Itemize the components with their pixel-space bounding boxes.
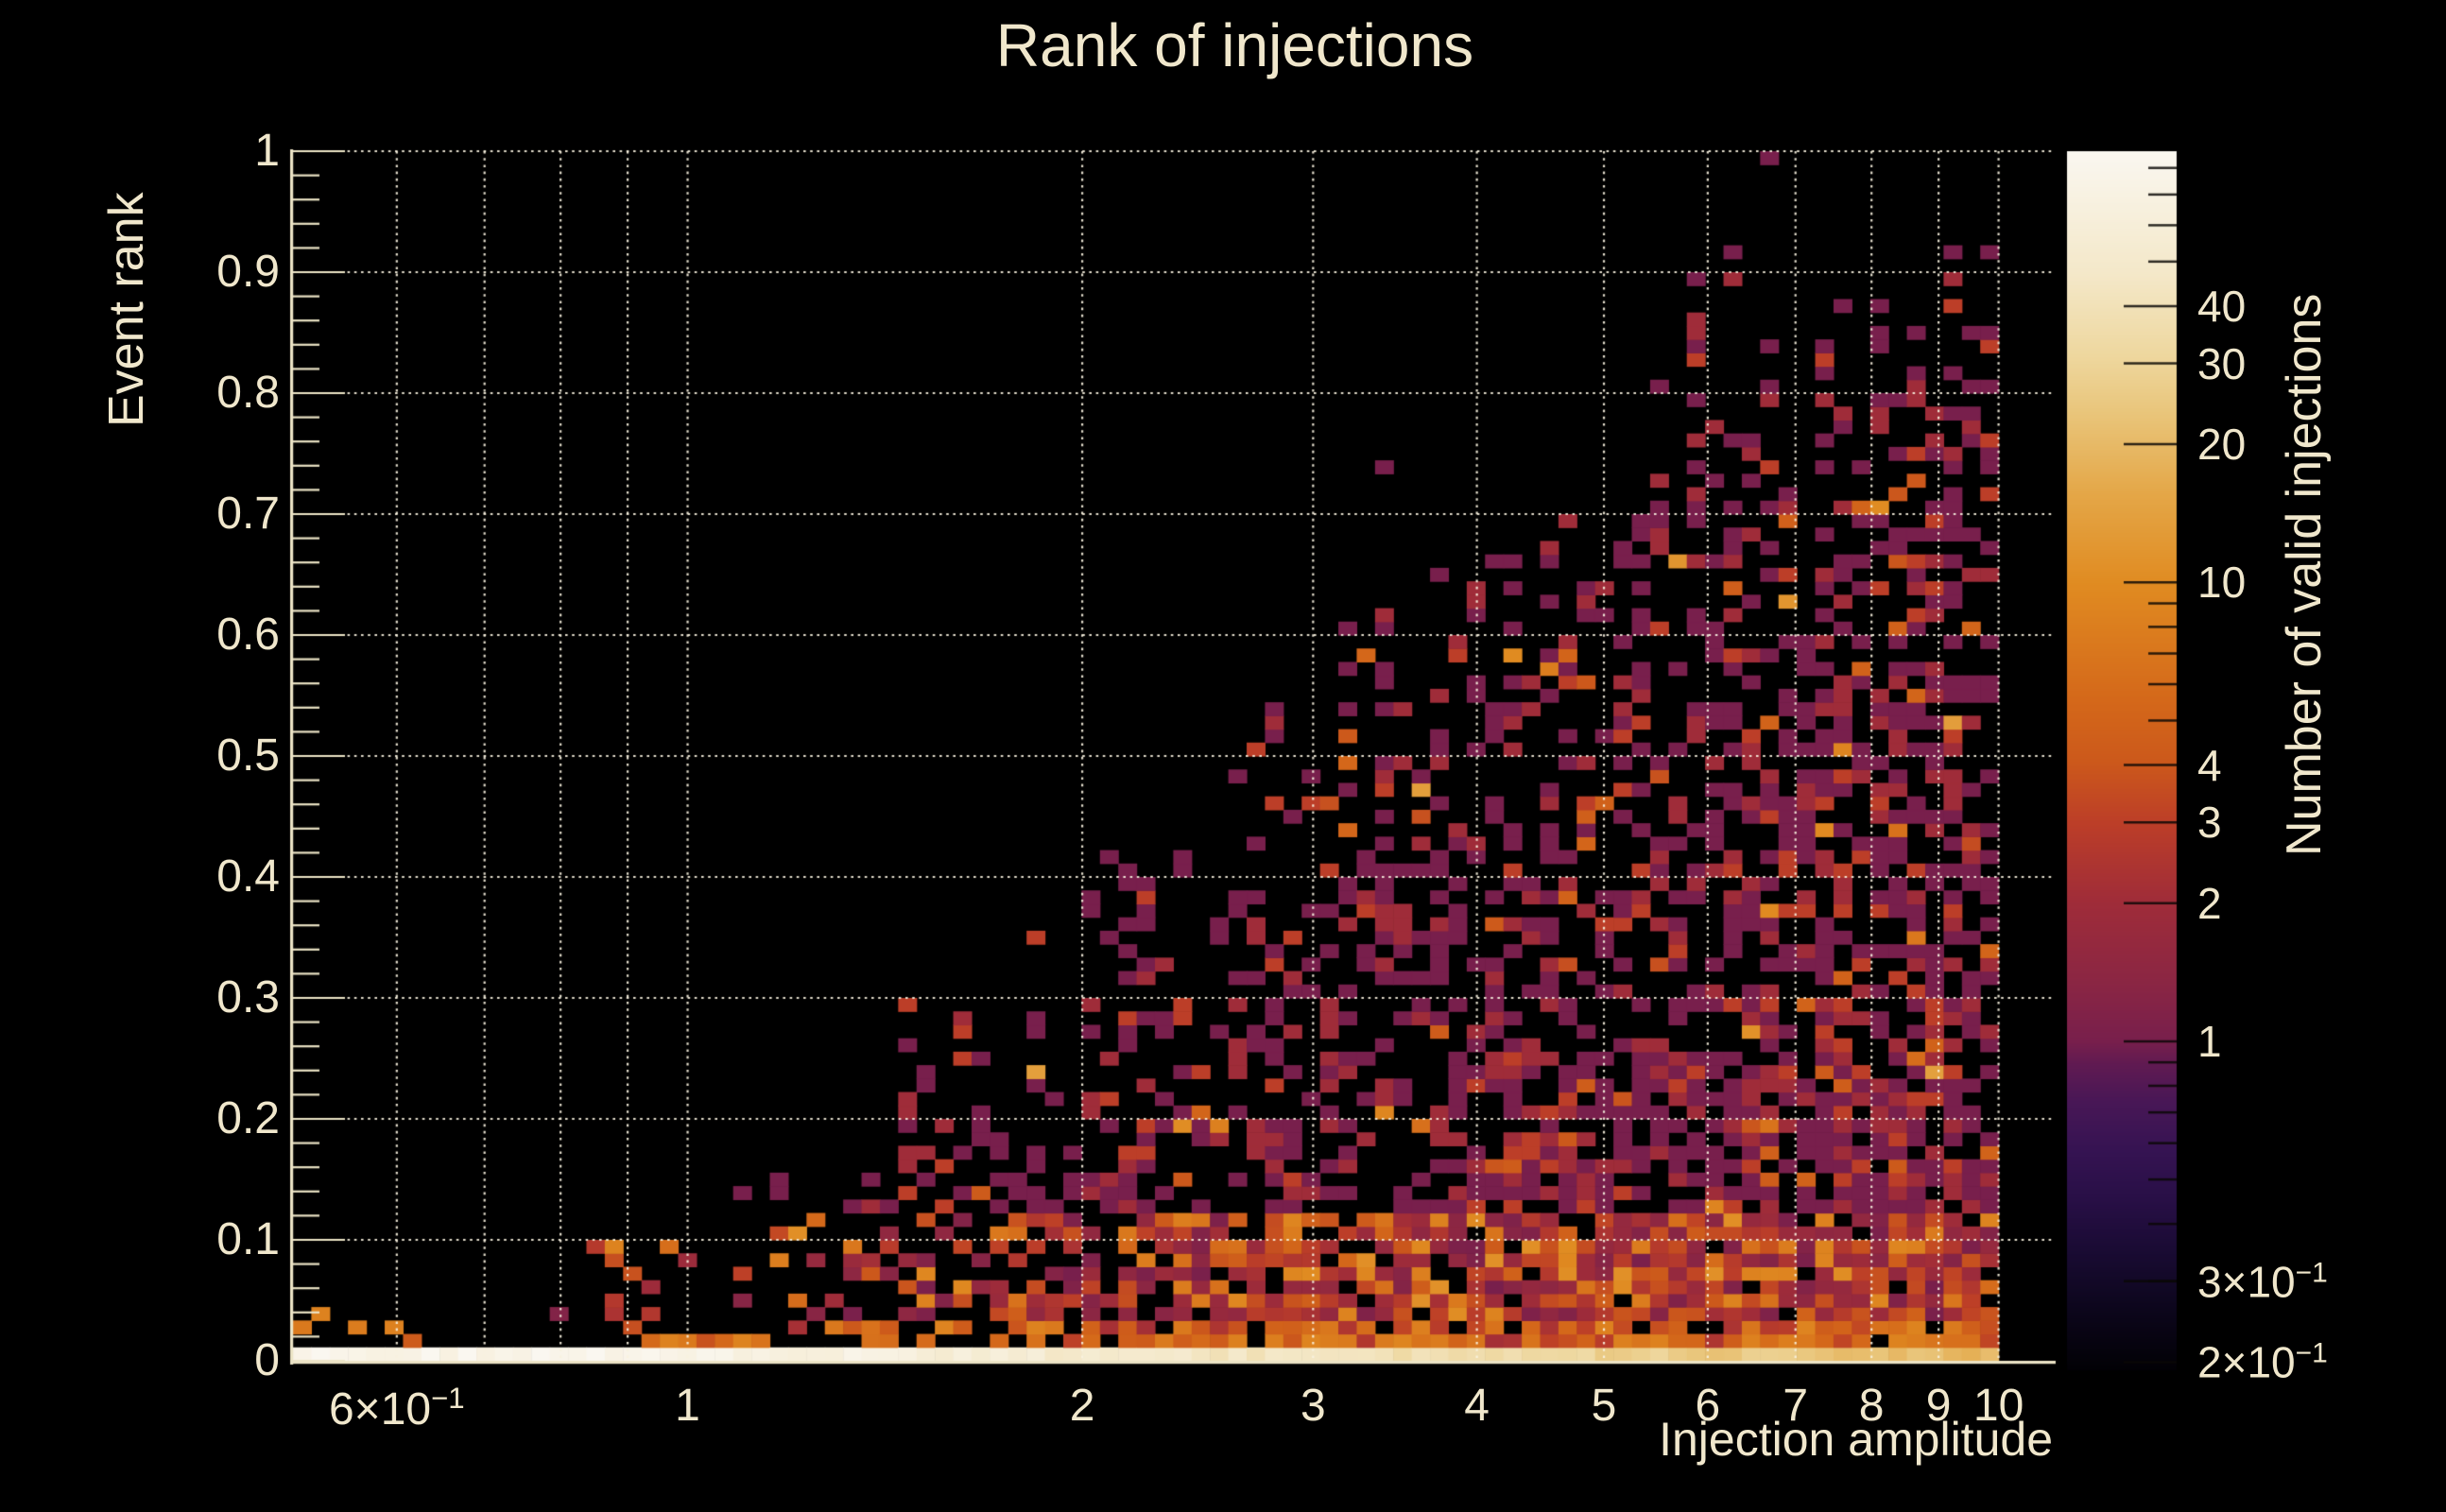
colorbar-tick-label: 2×10−1	[2197, 1337, 2328, 1388]
y-tick-label: 0.9	[216, 247, 280, 297]
colorbar-tick-label: 3×10−1	[2197, 1257, 2328, 1307]
y-tick-label: 1	[254, 126, 280, 176]
y-axis-title: Event rank	[99, 192, 154, 427]
x-tick-label: 2	[1069, 1381, 1095, 1431]
y-tick-label: 0.2	[216, 1093, 280, 1143]
y-tick-label: 0.6	[216, 610, 280, 660]
y-tick-label: 0.4	[216, 851, 280, 902]
y-tick-label: 0.8	[216, 368, 280, 418]
y-tick-label: 0.5	[216, 730, 280, 781]
x-tick-label: 6×10−1	[328, 1382, 465, 1435]
colorbar-tick-label: 40	[2197, 281, 2247, 331]
colorbar-tick-label: 4	[2197, 740, 2222, 790]
x-tick-label: 8	[1858, 1381, 1885, 1431]
colorbar-tick-label: 2	[2197, 878, 2222, 928]
colorbar-tick-label: 20	[2197, 420, 2247, 470]
chart-title: Rank of injections	[995, 11, 1474, 79]
x-tick-label: 4	[1464, 1381, 1490, 1431]
x-tick-label: 3	[1300, 1381, 1326, 1431]
y-tick-label: 0.7	[216, 489, 280, 539]
x-tick-label: 10	[1972, 1381, 2024, 1431]
colorbar-tick-label: 10	[2197, 558, 2247, 608]
colorbar-tick-label: 1	[2197, 1016, 2222, 1066]
colorbar-tick-label: 30	[2197, 338, 2247, 388]
x-tick-label: 9	[1925, 1381, 1952, 1431]
x-tick-label: 5	[1591, 1381, 1617, 1431]
x-tick-label: 1	[675, 1381, 700, 1431]
x-tick-label: 6	[1695, 1381, 1721, 1431]
x-axis-title: Injection amplitude	[1659, 1413, 2053, 1466]
colorbar-title: Number of valid injections	[2277, 293, 2332, 856]
x-tick-label: 7	[1783, 1381, 1809, 1431]
y-tick-label: 0.1	[216, 1214, 280, 1264]
y-tick-label: 0	[254, 1335, 280, 1385]
y-tick-label: 0.3	[216, 972, 280, 1022]
colorbar-tick-label: 3	[2197, 798, 2222, 848]
